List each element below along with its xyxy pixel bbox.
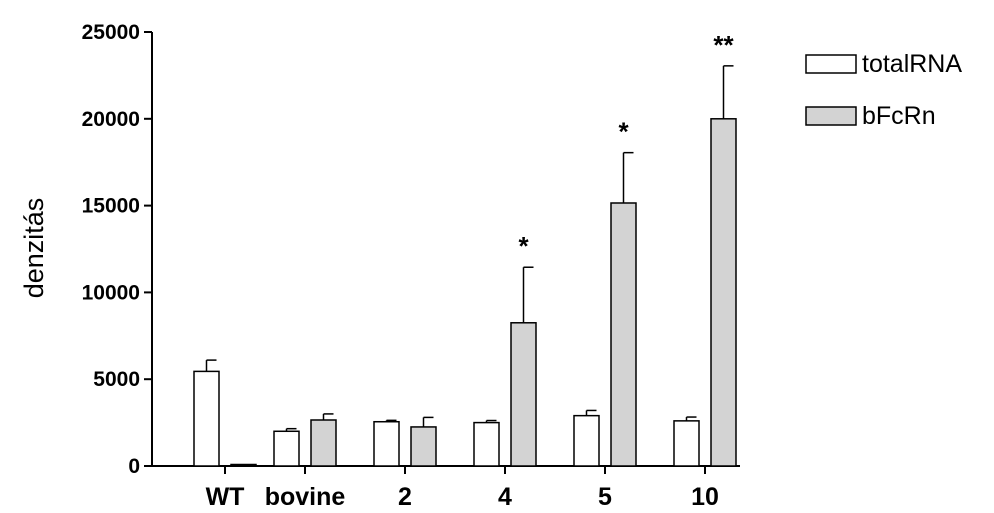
bar [510, 322, 537, 467]
x-tick-label: 2 [398, 483, 412, 511]
y-tick-label: 10000 [82, 281, 140, 304]
bar [193, 370, 220, 467]
x-tick-label: 10 [691, 483, 719, 511]
legend: totalRNA bFcRn [805, 50, 962, 130]
x-tick-label: bovine [265, 483, 346, 511]
y-tick-label: 15000 [82, 195, 140, 218]
bars [193, 118, 737, 467]
bar [610, 202, 637, 467]
bar [473, 421, 500, 467]
significance-marker: ** [713, 30, 734, 60]
error-bars [205, 65, 734, 432]
bar [230, 463, 257, 467]
significance-marker: * [518, 231, 529, 261]
bar [573, 414, 600, 467]
bar [673, 420, 700, 467]
y-axis-label: denzitás [19, 198, 49, 299]
bar [410, 426, 437, 467]
significance-annotations: **** [518, 30, 734, 261]
x-tick-label: WT [206, 483, 245, 511]
legend-label: bFcRn [862, 102, 936, 130]
y-tick-label: 25000 [82, 21, 140, 44]
bar [310, 419, 337, 467]
bar [710, 118, 737, 467]
significance-marker: * [618, 117, 629, 147]
legend-swatch [805, 54, 857, 74]
x-tick-label: 5 [598, 483, 612, 511]
y-tick-label: 0 [128, 455, 140, 478]
bar [373, 420, 400, 467]
y-axis: 0 5000 10000 15000 20000 25000 [82, 21, 153, 478]
legend-label: totalRNA [862, 50, 962, 78]
bar [273, 430, 300, 467]
legend-swatch [805, 106, 857, 126]
y-tick-label: 20000 [82, 108, 140, 131]
x-tick-label: 4 [498, 483, 512, 511]
y-tick-label: 5000 [93, 368, 140, 391]
x-axis: WT bovine 2 4 5 10 [152, 465, 740, 511]
